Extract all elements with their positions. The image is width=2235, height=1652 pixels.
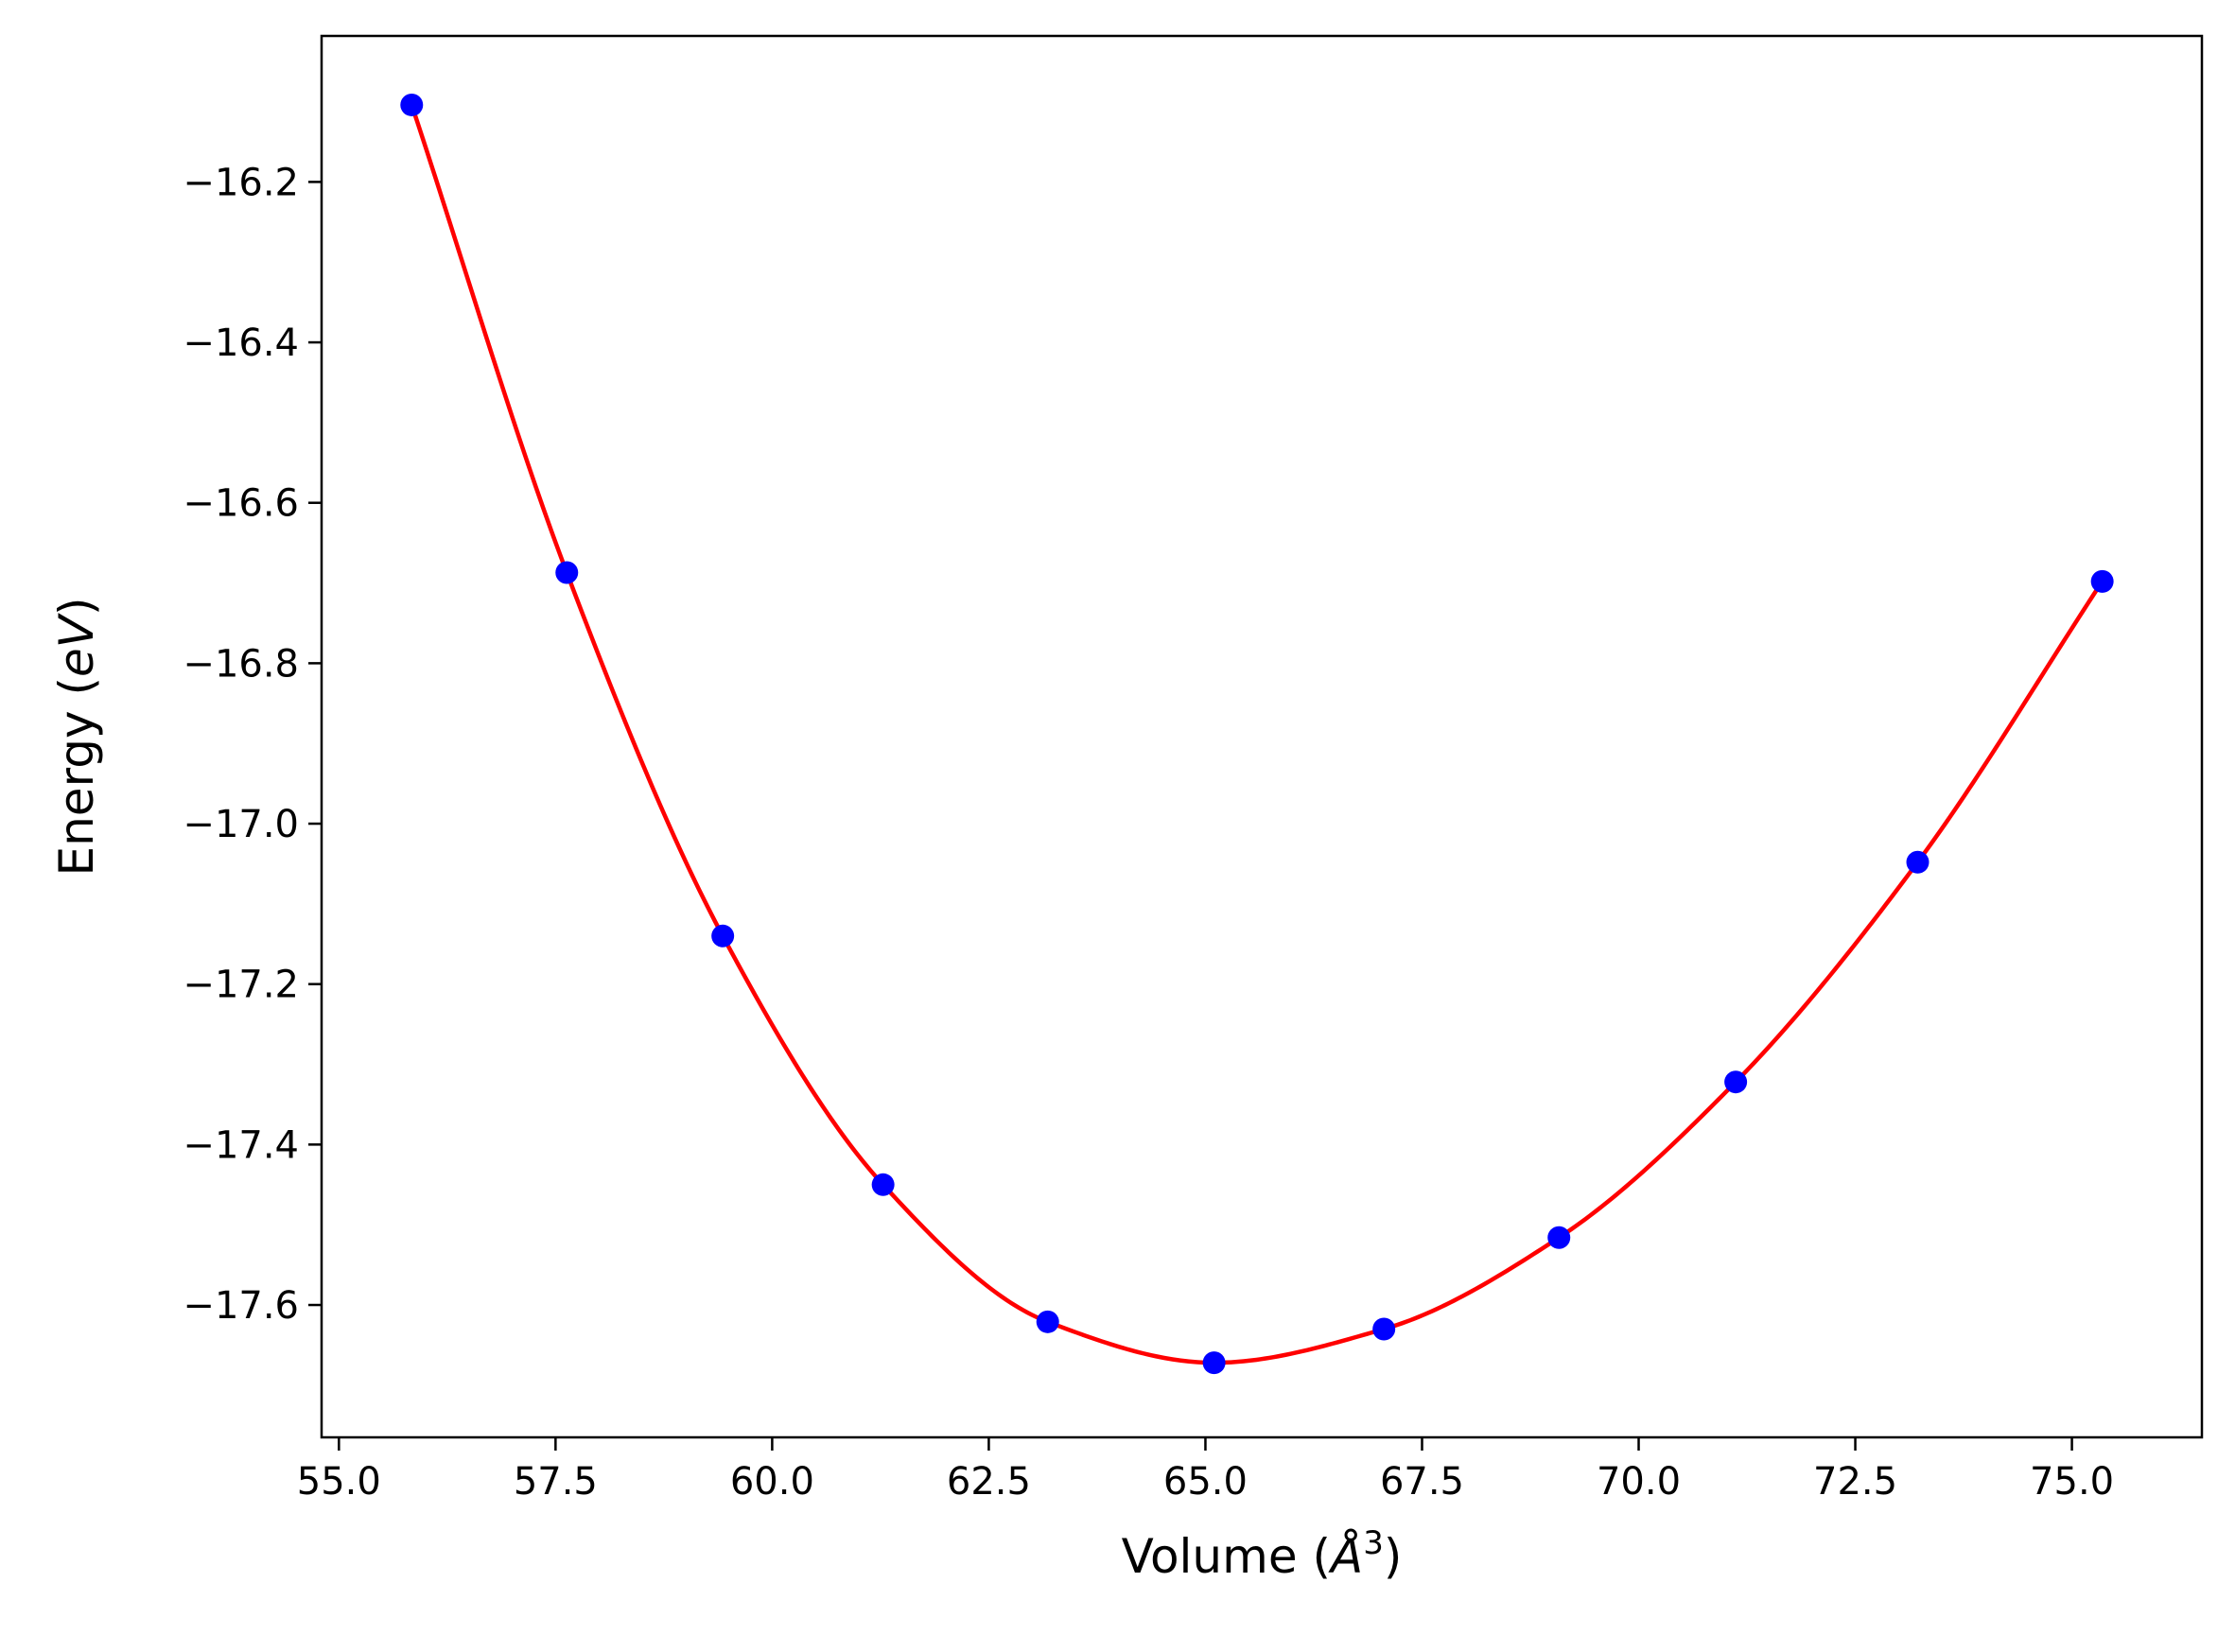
y-tick-label: −16.4 <box>183 322 299 365</box>
y-tick-label: −16.2 <box>183 161 299 204</box>
y-tick-label: −17.4 <box>183 1123 299 1167</box>
data-point <box>1202 1351 1226 1375</box>
y-axis: −16.2 −16.4 −16.6 −16.8 −17.0 −17.2 −17.4 −17.6 <box>183 161 322 1328</box>
data-point <box>2090 569 2114 593</box>
x-axis-label-post: ) <box>1384 1529 1403 1584</box>
y-axis-label-unit: eV <box>49 612 104 677</box>
x-axis: 55.0 57.5 60.0 62.5 65.0 67.5 70.0 72.5 75.0 <box>297 1437 2114 1504</box>
y-axis-label-pre: Energy ( <box>49 677 104 876</box>
data-point <box>555 561 579 584</box>
y-axis-label: Energy (eV) <box>49 598 104 877</box>
y-axis-label-post: ) <box>49 598 104 617</box>
x-tick-label: 62.5 <box>947 1460 1031 1504</box>
data-point <box>711 924 735 948</box>
data-point <box>1724 1070 1748 1094</box>
y-tick-label: −16.8 <box>183 642 299 686</box>
data-point <box>1547 1226 1571 1249</box>
y-tick-label: −16.6 <box>183 482 299 526</box>
fit-curve <box>410 104 2104 1365</box>
x-axis-label-unit: Å <box>1328 1529 1363 1584</box>
fit-curve-layer <box>410 104 2104 1365</box>
y-tick-label: −17.2 <box>183 964 299 1007</box>
data-point <box>1906 850 1929 874</box>
x-tick-label: 67.5 <box>1380 1460 1464 1504</box>
x-tick-label: 72.5 <box>1813 1460 1897 1504</box>
plot-frame <box>320 34 2204 1439</box>
y-tick-label: −17.0 <box>183 803 299 846</box>
data-point <box>1372 1317 1396 1341</box>
y-tick-label: −17.6 <box>183 1284 299 1328</box>
data-point <box>400 93 424 116</box>
x-tick-label: 55.0 <box>297 1460 381 1504</box>
x-axis-label-pre: Volume ( <box>1122 1529 1331 1584</box>
x-axis-label-exponent: 3 <box>1363 1524 1384 1562</box>
data-point <box>871 1173 895 1196</box>
x-axis-label: Volume (Å3) <box>1122 1524 1403 1584</box>
x-tick-label: 70.0 <box>1597 1460 1681 1504</box>
x-tick-label: 60.0 <box>730 1460 814 1504</box>
x-tick-label: 57.5 <box>514 1460 598 1504</box>
x-tick-label: 65.0 <box>1163 1460 1248 1504</box>
data-point <box>1036 1310 1059 1333</box>
x-tick-label: 75.0 <box>2030 1460 2114 1504</box>
data-points-layer <box>400 93 2114 1375</box>
